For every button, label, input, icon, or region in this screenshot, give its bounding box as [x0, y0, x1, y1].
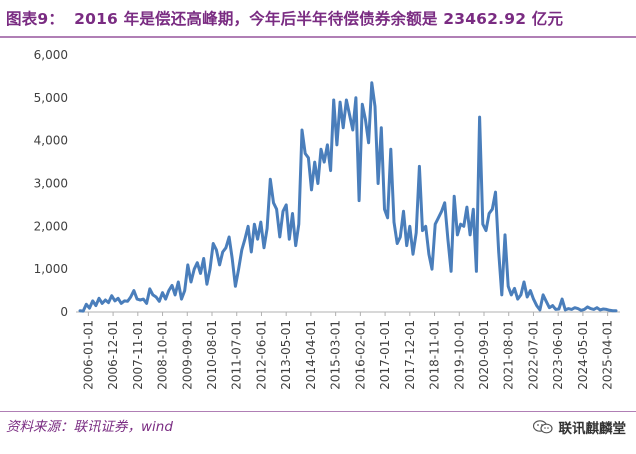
x-tick-label: 2016-02-01 [353, 320, 367, 390]
x-tick-label: 2022-07-01 [526, 320, 540, 390]
y-tick-label: 3,000 [34, 177, 68, 191]
y-tick-label: 1,000 [34, 262, 68, 276]
x-tick-label: 2017-12-01 [403, 320, 417, 390]
x-tick-label: 2010-08-01 [205, 320, 219, 390]
x-tick-label: 2006-12-01 [106, 320, 120, 390]
x-axis-ticks: 2006-01-01 2006-12-01 2007-11-01 2008-10-01… [81, 312, 615, 390]
x-tick-label: 2021-08-01 [502, 320, 516, 390]
x-tick-label: 2007-11-01 [131, 320, 145, 390]
x-tick-label: 2009-09-01 [180, 320, 194, 390]
figure-title: 2016 年是偿还高峰期，今年后半年待偿债券余额是 23462.92 亿元 [74, 10, 564, 28]
x-tick-label: 2018-11-01 [428, 320, 442, 390]
brand-name: 联讯麒麟堂 [558, 421, 627, 437]
x-tick-label: 2008-10-01 [156, 320, 170, 390]
y-tick-label: 2,000 [34, 219, 68, 233]
figure-label: 图表9： [6, 10, 65, 28]
y-tick-label: 6,000 [34, 48, 68, 62]
y-tick-label: 0 [60, 305, 68, 319]
line-chart: 0 1,000 2,000 3,000 4,000 5,000 6,000 2006-01-… [34, 48, 620, 390]
x-tick-label: 2011-07-01 [230, 320, 244, 390]
x-tick-label: 2013-05-01 [279, 320, 293, 390]
x-tick-label: 2014-04-01 [304, 320, 318, 390]
brand-mark: 联讯麒麟堂 [532, 417, 627, 437]
x-tick-label: 2025-04-01 [601, 320, 615, 390]
x-tick-label: 2023-06-01 [551, 320, 565, 390]
wechat-icon [532, 420, 553, 434]
x-tick-label: 2024-05-01 [576, 320, 590, 390]
title-bar: 图表9： 2016 年是偿还高峰期，今年后半年待偿债券余额是 23462.92 亿… [0, 0, 636, 40]
title-divider [0, 36, 636, 38]
y-tick-label: 5,000 [34, 91, 68, 105]
y-axis-ticks: 0 1,000 2,000 3,000 4,000 5,000 6,000 [34, 48, 68, 319]
footer-divider [0, 411, 636, 412]
chart-title: 图表9： 2016 年是偿还高峰期，今年后半年待偿债券余额是 23462.92 亿… [6, 7, 563, 29]
x-tick-label: 2012-06-01 [254, 320, 268, 390]
x-tick-label: 2006-01-01 [81, 320, 95, 390]
x-tick-label: 2017-01-01 [378, 320, 392, 390]
source-note: 资料来源：联讯证券，wind [6, 419, 173, 435]
x-tick-label: 2019-10-01 [452, 320, 466, 390]
x-tick-label: 2015-03-01 [329, 320, 343, 390]
x-tick-label: 2020-09-01 [477, 320, 491, 390]
series-line [78, 81, 618, 313]
y-tick-label: 4,000 [34, 134, 68, 148]
